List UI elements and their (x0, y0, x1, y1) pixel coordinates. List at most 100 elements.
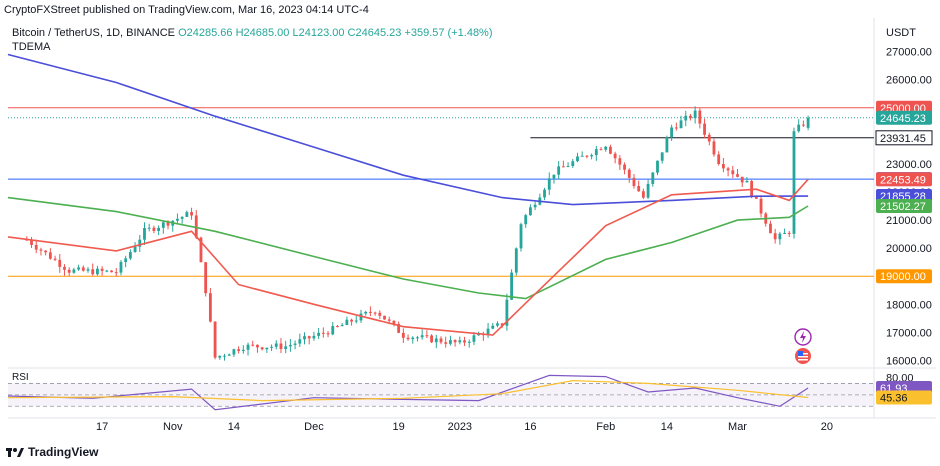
candle-body (270, 346, 273, 348)
level-tag-bg (875, 130, 933, 146)
candle-body (180, 216, 184, 219)
candle-body (679, 120, 683, 129)
y-tick-label: 17000.00 (886, 327, 932, 339)
candle-body (689, 115, 692, 119)
candle-body (707, 134, 711, 142)
candle-body (387, 319, 391, 321)
candle-body (58, 259, 62, 267)
candle-body (467, 341, 471, 343)
candle-body (731, 170, 735, 175)
x-tick-label: 14 (228, 421, 240, 433)
candle-body (265, 347, 269, 350)
candle-body (632, 177, 636, 186)
candle-body (576, 156, 579, 162)
symbol-name[interactable]: Bitcoin / TetherUS, 1D, BINANCE (12, 27, 176, 39)
candle-body (279, 343, 283, 350)
candle-body (293, 343, 297, 345)
candle-body (91, 269, 95, 275)
publisher-header: CryptoFXStreet published on TradingView.… (4, 4, 369, 16)
y-tick-label: 27000.00 (886, 47, 932, 59)
candle-body (510, 272, 514, 300)
candle-body (590, 155, 594, 157)
candle-body (53, 258, 57, 260)
rsi-ma-tag-bg (876, 390, 932, 405)
candle-body (133, 246, 137, 252)
rsi-label[interactable]: RSI (12, 372, 29, 383)
candle-body (401, 332, 405, 338)
candle-body (63, 266, 66, 270)
indicator-name[interactable]: TDEMA (12, 41, 51, 53)
candle-body (284, 346, 288, 350)
candle-body (769, 223, 772, 234)
candle-body (161, 222, 165, 228)
candle-body (425, 335, 429, 337)
candle-body (580, 155, 584, 157)
currency-label[interactable]: USDT (886, 27, 916, 39)
candle-body (519, 224, 523, 249)
candle-body (458, 340, 462, 343)
ohlc-low: L24123.00 (292, 27, 345, 39)
candle-body (547, 178, 551, 190)
candle-body (674, 127, 678, 129)
candle-body (599, 149, 603, 151)
candle-body (373, 312, 377, 314)
candle-body (491, 325, 495, 329)
candle-body (303, 336, 306, 340)
candle-body (321, 332, 325, 334)
candle-body (359, 313, 363, 321)
us-flag-icon[interactable] (794, 347, 812, 365)
lightning-icon[interactable] (794, 328, 812, 346)
candle-body (543, 189, 546, 198)
candle-body (378, 312, 382, 316)
candle-body (754, 196, 758, 199)
candle-body (340, 324, 344, 327)
candle-body (119, 262, 123, 273)
candle-body (44, 250, 48, 253)
x-tick-label: Dec (304, 421, 324, 433)
rsi-ma-line (7, 379, 809, 402)
y-tick-label: 20000.00 (886, 243, 932, 255)
candle-body (223, 355, 226, 357)
candle-body (604, 146, 608, 150)
candle-body (792, 131, 796, 234)
candle-body (637, 185, 641, 192)
candle-body (613, 153, 617, 159)
candle-body (594, 149, 598, 156)
ema-line (7, 196, 809, 300)
candle-body (411, 337, 415, 340)
candle-body (609, 146, 612, 154)
ohlc-open: O24285.66 (178, 27, 233, 39)
ohlc-high: H24685.00 (235, 27, 290, 39)
candle-body (100, 268, 104, 271)
candle-body (331, 326, 335, 335)
candle-body (571, 161, 575, 167)
candle-body (81, 267, 85, 271)
candle-body (246, 344, 250, 350)
candle-body (86, 269, 90, 271)
tradingview-brand[interactable]: TradingView (6, 445, 98, 459)
candle-body (25, 239, 29, 241)
candle-body (717, 154, 721, 165)
candle-body (585, 155, 589, 157)
candle-body (736, 174, 739, 177)
price-tag: 22453.49 (880, 174, 926, 186)
x-tick-label: 17 (96, 421, 108, 433)
candle-body (486, 328, 490, 336)
candle-body (453, 340, 457, 343)
y-tick-label: 23000.00 (886, 159, 932, 171)
x-tick-label: Feb (596, 421, 615, 433)
price-tag-bg (876, 172, 932, 187)
candle-body (152, 227, 156, 231)
price-tag-bg (876, 198, 932, 213)
candle-body (354, 320, 358, 322)
candle-body (96, 268, 99, 275)
candle-body (312, 335, 316, 339)
level-tag-bg (876, 269, 932, 284)
candle-body (208, 293, 212, 322)
candle-body (336, 326, 339, 328)
candle-body (477, 334, 481, 336)
candle-body (72, 269, 76, 273)
y-tick-label: 26000.00 (886, 75, 932, 87)
candle-body (721, 164, 725, 169)
